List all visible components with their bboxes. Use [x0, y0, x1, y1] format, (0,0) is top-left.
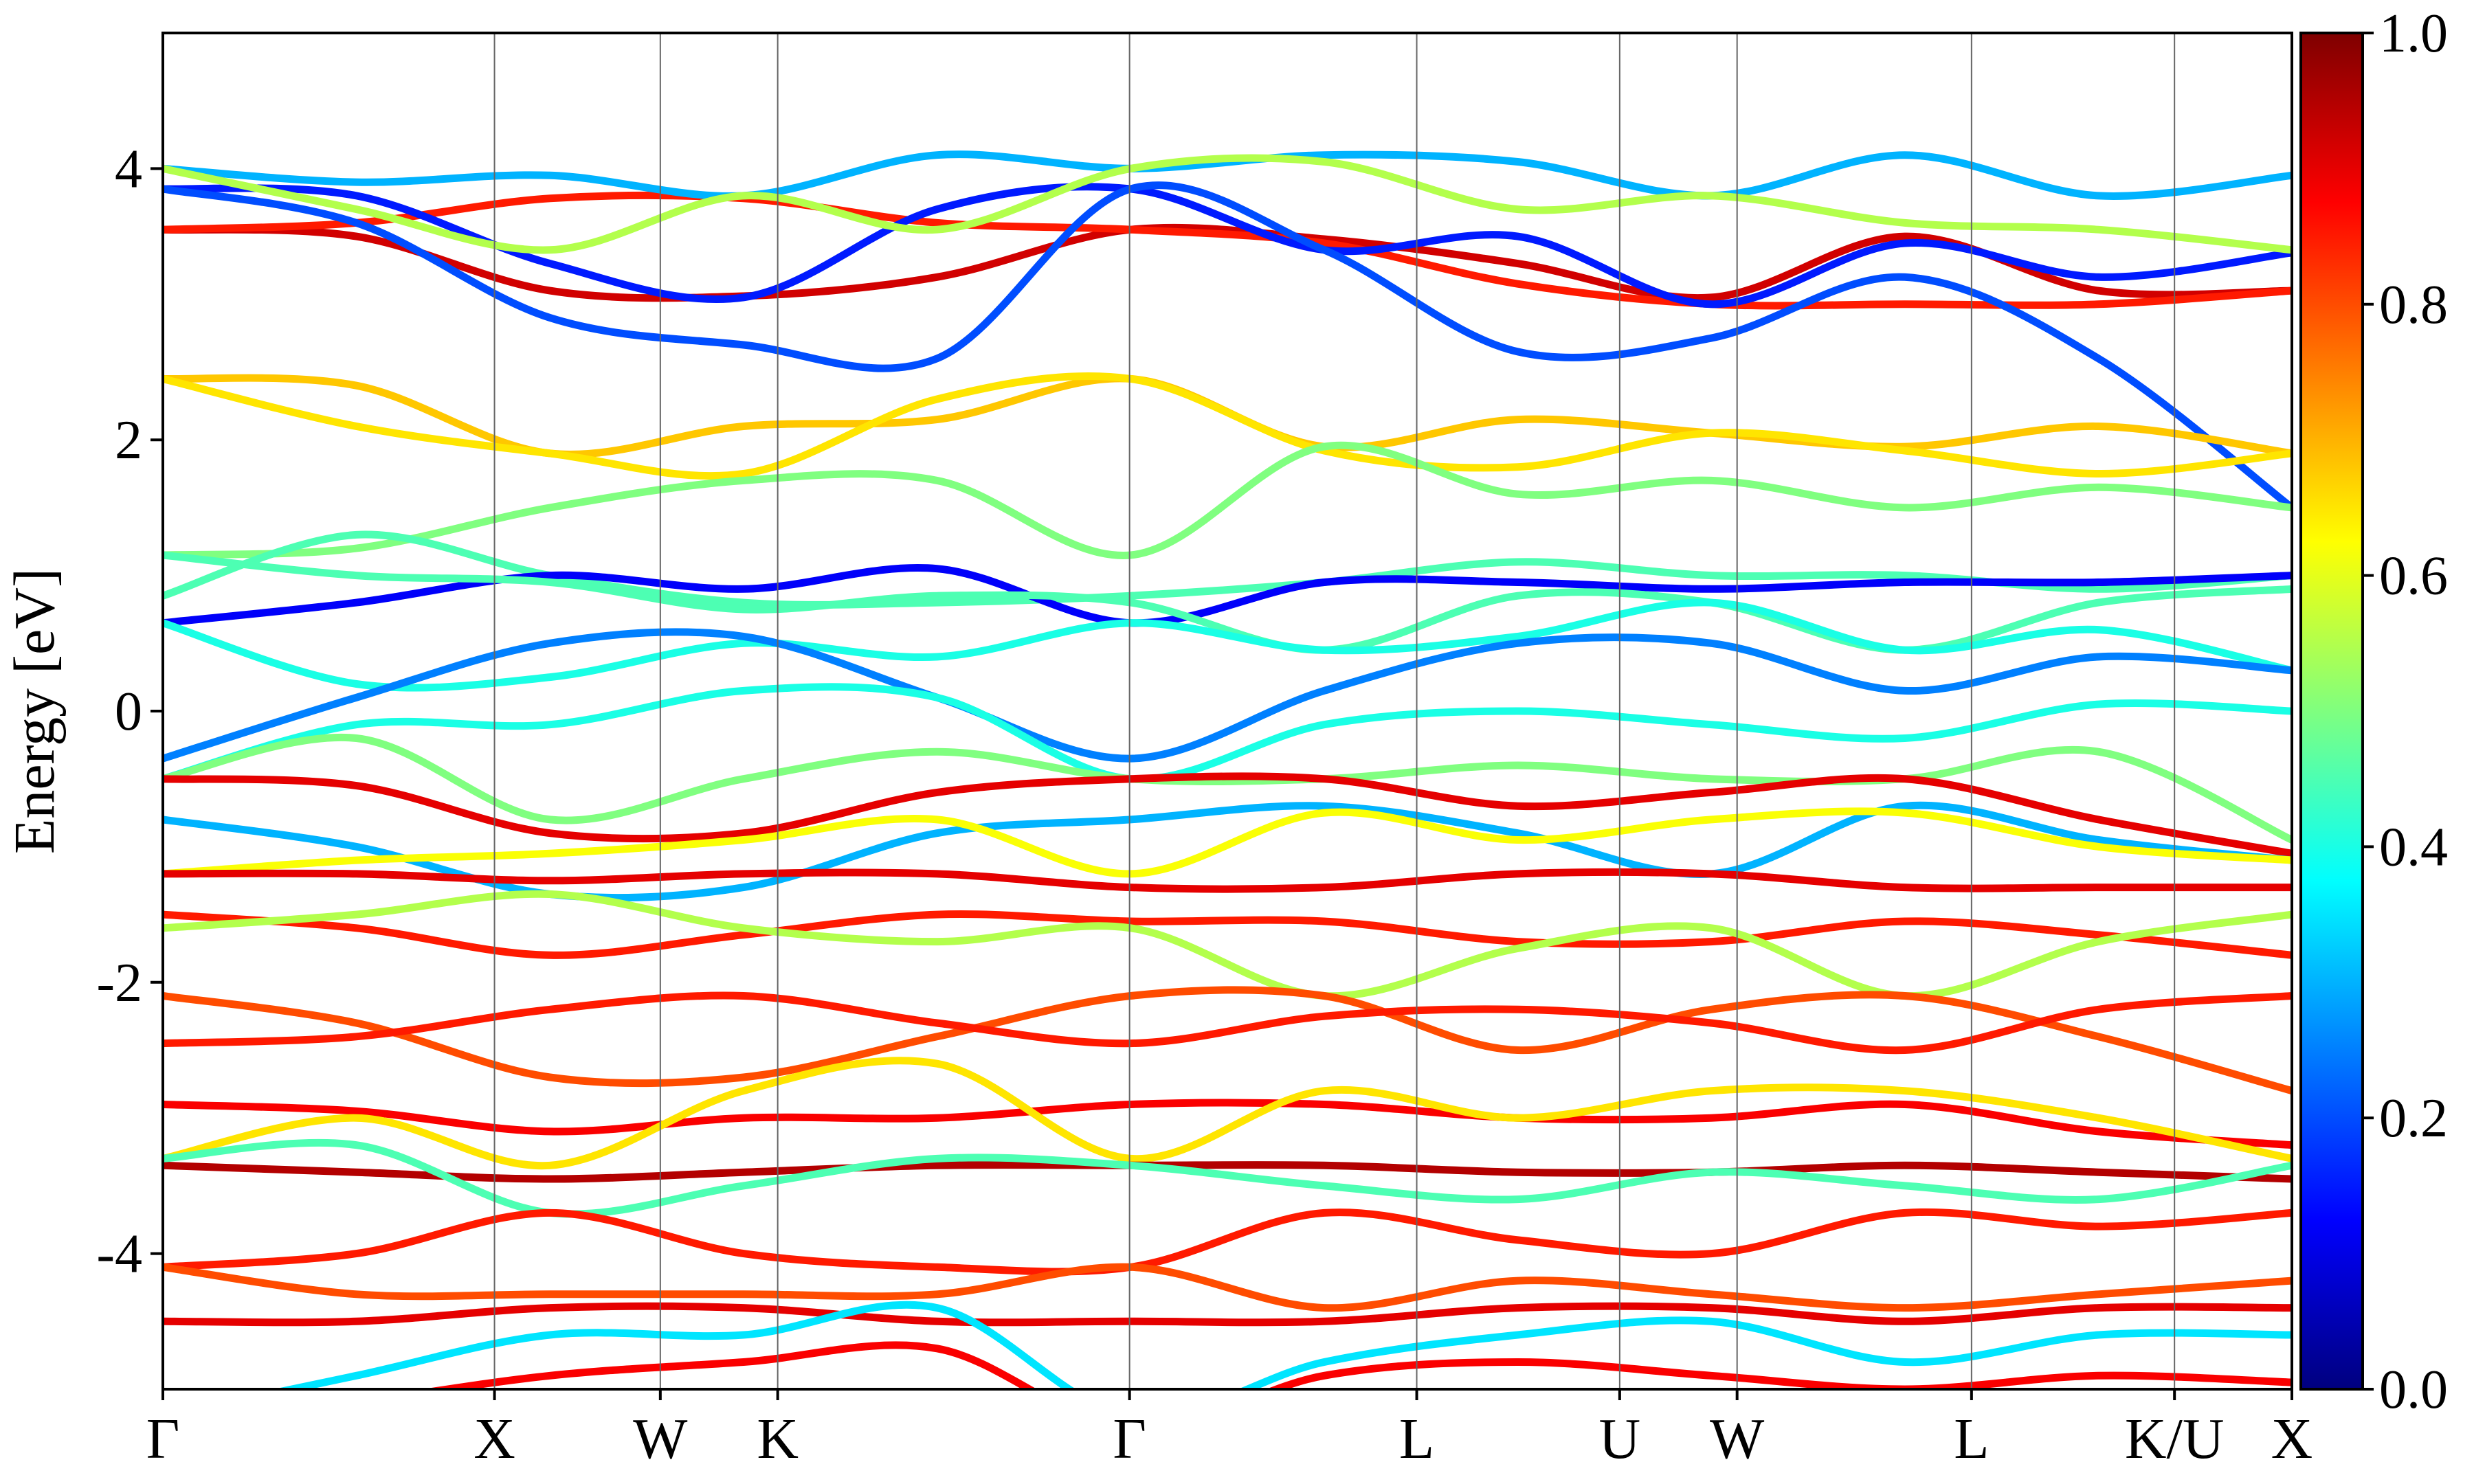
x-tick-label-0: Γ [146, 1407, 180, 1471]
high-symmetry-lines [493, 33, 2176, 1389]
colorbar-tick-label-5: 1.0 [2379, 3, 2448, 64]
band-line-19 [163, 868, 2292, 893]
band-line-24 [163, 1099, 2292, 1149]
band-line-4 [163, 154, 2292, 254]
axis-ticks: 4 2 0 -2 -4 Γ X W K Γ L U W L K/U X [96, 139, 2313, 1471]
band-line-16 [163, 772, 2292, 857]
band-line-31 [274, 1301, 2292, 1389]
band-line-27 [163, 1138, 2292, 1218]
band-line-23 [163, 991, 2292, 1055]
band-line-30 [163, 1302, 2292, 1327]
y-tick-label-1: 2 [115, 410, 142, 471]
band-line-10 [163, 564, 2292, 627]
x-tick-label-8: L [1954, 1407, 1989, 1471]
band-line-29 [163, 1263, 2292, 1312]
band-line-26 [163, 1161, 2292, 1183]
band-line-7 [163, 372, 2292, 480]
x-tick-label-9: K/U [2125, 1407, 2225, 1471]
colorbar-tick-label-2: 0.4 [2379, 817, 2448, 877]
colorbar-gradient [2299, 32, 2364, 1391]
band-line-1 [163, 191, 2292, 310]
x-tick-label-1: X [473, 1407, 515, 1471]
x-tick-label-4: Γ [1113, 1407, 1146, 1471]
y-tick-label-4: -4 [96, 1224, 142, 1285]
band-line-8 [163, 441, 2292, 559]
x-tick-label-2: W [633, 1407, 688, 1471]
y-tick-label-2: 0 [115, 682, 142, 742]
colorbar-tick-label-3: 0.6 [2379, 546, 2448, 607]
band-line-5 [163, 181, 2292, 512]
band-line-20 [163, 910, 2292, 959]
band-line-12 [163, 598, 2292, 692]
x-tick-label-7: W [1710, 1407, 1765, 1471]
colorbar-tick-label-0: 0.0 [2379, 1360, 2448, 1420]
band-line-0 [163, 223, 2292, 302]
bands-layer [163, 150, 2292, 1389]
y-tick-label-3: -2 [96, 953, 142, 1013]
x-tick-label-10: X [2271, 1407, 2313, 1471]
band-line-2 [163, 183, 2292, 308]
x-tick-label-3: K [757, 1407, 799, 1471]
band-line-18 [163, 807, 2292, 878]
y-tick-label-0: 4 [115, 139, 142, 199]
band-line-21 [163, 890, 2292, 1000]
band-line-15 [163, 733, 2292, 844]
colorbar-tick-label-4: 0.8 [2379, 275, 2448, 335]
band-line-28 [163, 1208, 2292, 1276]
x-tick-label-5: L [1399, 1407, 1434, 1471]
y-axis-label: Energy [eV] [3, 568, 67, 854]
colorbar: 0.0 0.2 0.4 0.6 0.8 1.0 [2299, 3, 2448, 1420]
band-line-13 [163, 628, 2292, 763]
x-tick-label-6: U [1599, 1407, 1641, 1471]
band-line-14 [163, 683, 2292, 783]
colorbar-tick-label-1: 0.2 [2379, 1088, 2448, 1149]
band-line-9 [163, 530, 2292, 609]
band-line-22 [163, 986, 2292, 1095]
band-line-25 [163, 1057, 2292, 1170]
